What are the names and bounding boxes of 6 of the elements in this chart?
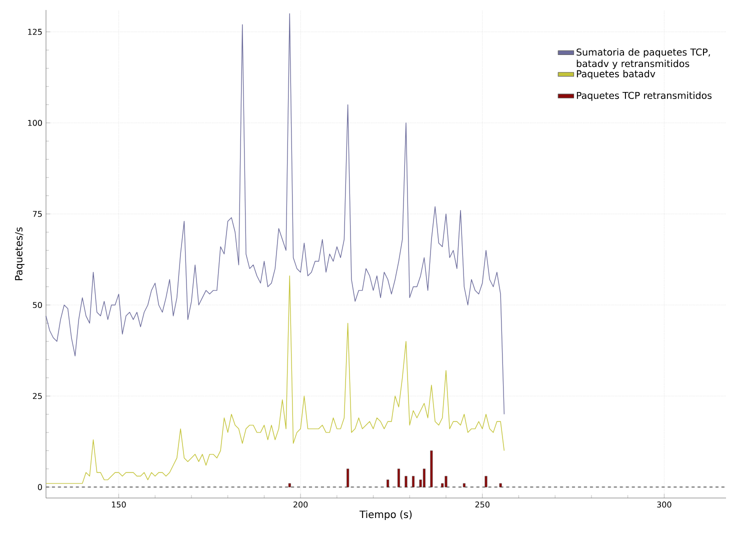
y-axis-title: Paquetes/s [15, 227, 24, 280]
legend-label: Paquetes TCP retransmitidos [576, 92, 712, 101]
legend-label: Sumatoria de paquetes TCP, batadv y retransmitidos [576, 48, 710, 69]
x-axis-title: Tiempo (s) [360, 510, 412, 520]
legend-label: Paquetes batadv [576, 70, 656, 80]
bar [404, 476, 408, 488]
